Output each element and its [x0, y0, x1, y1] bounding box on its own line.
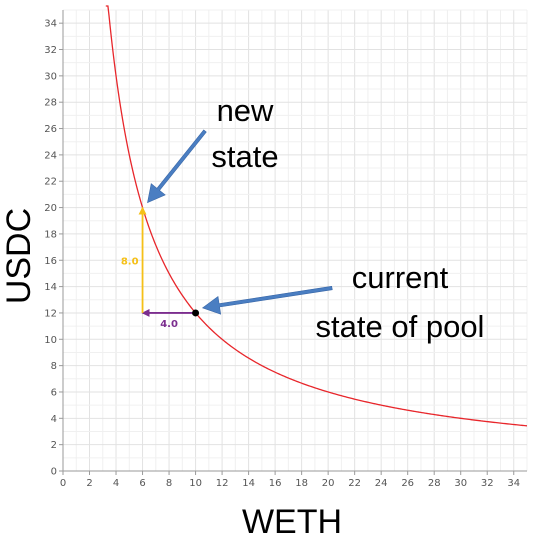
x-tick-label: 14: [242, 478, 255, 489]
x-tick-label: 24: [375, 478, 388, 489]
x-tick-label: 34: [507, 478, 520, 489]
y-tick-label: 6: [51, 387, 57, 398]
y-tick-label: 34: [44, 19, 57, 30]
x-tick-label: 18: [295, 478, 308, 489]
y-tick-label: 32: [44, 45, 57, 56]
y-tick-label: 14: [44, 282, 57, 293]
y-tick-label: 16: [44, 256, 57, 267]
x-tick-label: 28: [428, 478, 441, 489]
x-tick-label: 30: [454, 478, 467, 489]
y-tick-label: 0: [51, 467, 57, 478]
y-tick-label: 2: [51, 440, 57, 451]
grid: [62, 9, 528, 472]
y-tick-label: 20: [44, 203, 57, 214]
curve-layer: [105, 5, 527, 427]
x-tick-label: 26: [401, 478, 414, 489]
x-tick-label: 32: [481, 478, 494, 489]
y-tick-label: 18: [44, 229, 57, 240]
annotation-text-0-0: new: [217, 93, 274, 128]
y-tick-label: 4: [51, 414, 57, 425]
points: [192, 309, 200, 317]
curve-line: [105, 5, 527, 427]
y-axis-title: USDC: [0, 208, 38, 304]
x-tick-label: 8: [166, 478, 172, 489]
annotation-arrow-1: [201, 285, 333, 315]
x-tick-label: 2: [86, 478, 92, 489]
x-axis-title: WETH: [242, 503, 342, 541]
y-tick-label: 22: [44, 177, 57, 188]
delta-label-0: 4.0: [160, 319, 178, 330]
delta-label-1: 8.0: [121, 256, 139, 267]
y-tick-label: 12: [44, 308, 57, 319]
annotation-text-1-0: current: [352, 260, 449, 295]
tick-labels: 0 2 4 6 8 10 12 14 16 18 20 22 24 26 28 30 32 34024681012…: [44, 19, 520, 489]
axes: [62, 10, 527, 472]
data-point-0: [192, 309, 200, 317]
x-tick-label: 10: [189, 478, 202, 489]
x-tick-label: 0: [60, 478, 66, 489]
annotation-text-1-1: state of pool: [316, 309, 485, 344]
y-tick-label: 10: [44, 335, 57, 346]
x-tick-label: 12: [216, 478, 229, 489]
y-tick-label: 8: [51, 361, 57, 372]
annotations: new state current state of pool: [147, 93, 485, 344]
annotation-arrow-0: [147, 129, 207, 204]
y-tick-label: 28: [44, 98, 57, 109]
x-tick-label: 6: [139, 478, 145, 489]
x-tick-label: 20: [322, 478, 335, 489]
delta-arrows: 4.0 8.0: [121, 206, 196, 330]
annotation-text-0-1: state: [211, 139, 278, 174]
y-tick-label: 24: [44, 150, 57, 161]
y-tick-label: 30: [44, 71, 57, 82]
x-tick-label: 22: [348, 478, 361, 489]
x-tick-label: 16: [269, 478, 282, 489]
y-tick-label: 26: [44, 124, 57, 135]
x-tick-label: 4: [113, 478, 119, 489]
